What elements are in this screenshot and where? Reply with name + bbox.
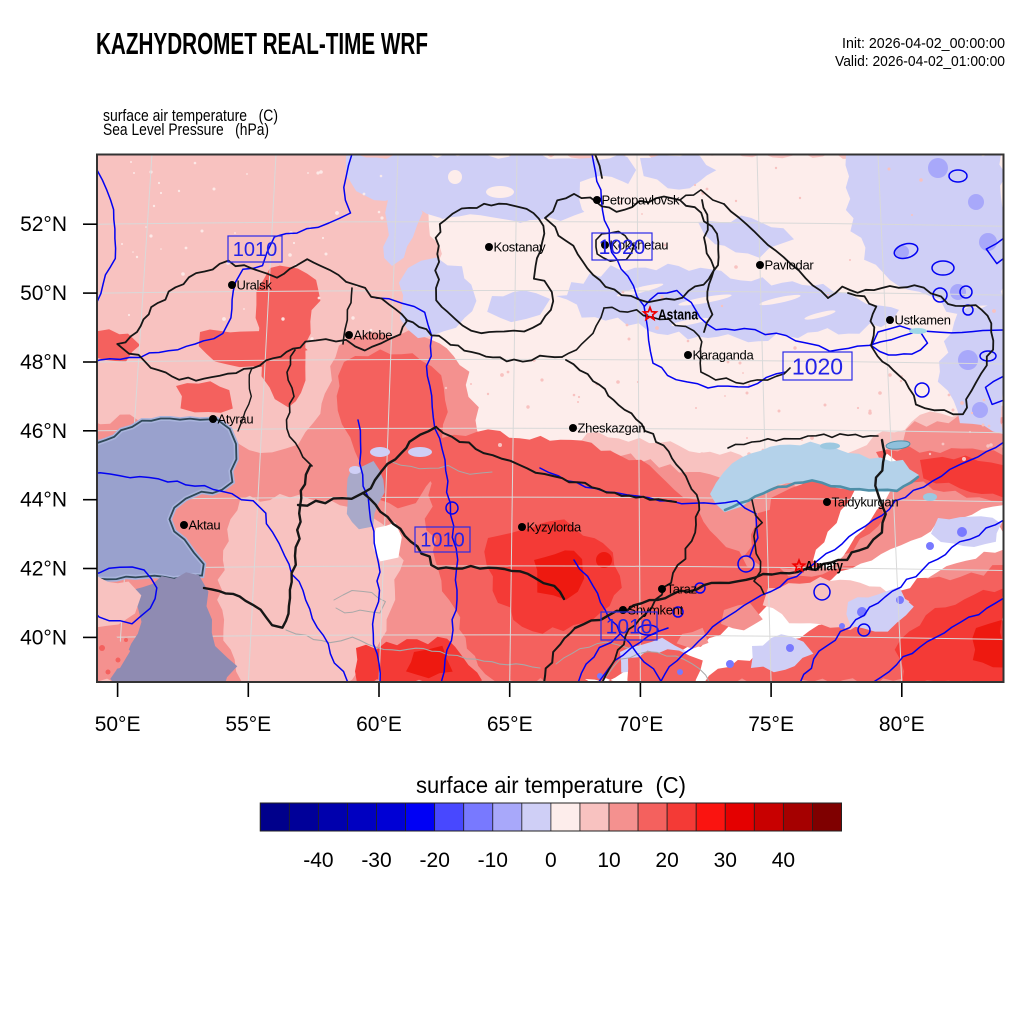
svg-text:-20: -20 bbox=[420, 849, 450, 872]
svg-text:Kyzylorda: Kyzylorda bbox=[527, 520, 582, 535]
svg-text:surface air temperature (C): surface air temperature (C) bbox=[416, 772, 686, 798]
svg-text:10: 10 bbox=[597, 849, 620, 872]
svg-text:50°E: 50°E bbox=[95, 713, 141, 736]
svg-text:Petropavlovsk: Petropavlovsk bbox=[602, 193, 681, 208]
svg-text:Shymkent: Shymkent bbox=[628, 603, 684, 618]
svg-text:30: 30 bbox=[714, 849, 737, 872]
svg-text:42°N: 42°N bbox=[20, 558, 67, 581]
svg-text:44°N: 44°N bbox=[20, 489, 67, 512]
svg-text:Zheskazgan: Zheskazgan bbox=[578, 421, 646, 436]
svg-text:1010: 1010 bbox=[606, 616, 653, 639]
svg-text:50°N: 50°N bbox=[20, 282, 67, 305]
svg-text:Kostanay: Kostanay bbox=[494, 240, 547, 255]
svg-text:46°N: 46°N bbox=[20, 420, 67, 443]
svg-text:Astana: Astana bbox=[658, 308, 699, 324]
svg-text:Init: 2026-04-02_00:00:00: Init: 2026-04-02_00:00:00 bbox=[842, 35, 1005, 52]
svg-text:0: 0 bbox=[545, 849, 557, 872]
svg-text:surface air temperature (C): surface air temperature (C) bbox=[103, 106, 278, 125]
svg-text:1010: 1010 bbox=[420, 530, 465, 552]
svg-text:Sea Level Pressure (hPa): Sea Level Pressure (hPa) bbox=[103, 120, 269, 139]
svg-text:Aktau: Aktau bbox=[189, 518, 221, 533]
svg-text:-30: -30 bbox=[361, 849, 391, 872]
svg-text:1020: 1020 bbox=[792, 353, 843, 379]
svg-text:55°E: 55°E bbox=[225, 713, 271, 736]
svg-text:60°E: 60°E bbox=[356, 713, 402, 736]
svg-text:Kokshetau: Kokshetau bbox=[610, 238, 669, 253]
svg-text:40°N: 40°N bbox=[20, 626, 67, 649]
svg-text:1010: 1010 bbox=[233, 239, 278, 261]
svg-text:Uralsk: Uralsk bbox=[237, 278, 273, 293]
svg-text:40: 40 bbox=[772, 849, 795, 872]
svg-text:Ustkamen: Ustkamen bbox=[895, 313, 951, 328]
svg-text:KAZHYDROMET REAL-TIME WRF: KAZHYDROMET REAL-TIME WRF bbox=[96, 26, 428, 61]
svg-text:48°N: 48°N bbox=[20, 351, 67, 374]
svg-text:Taldykurgan: Taldykurgan bbox=[832, 495, 899, 510]
svg-text:Karaganda: Karaganda bbox=[693, 348, 755, 363]
svg-text:52°N: 52°N bbox=[20, 213, 67, 236]
svg-text:Pavlodar: Pavlodar bbox=[765, 258, 815, 273]
svg-text:-40: -40 bbox=[303, 849, 333, 872]
svg-text:Aktobe: Aktobe bbox=[354, 328, 393, 343]
svg-text:Atyrau: Atyrau bbox=[218, 412, 254, 427]
svg-text:Taraz: Taraz bbox=[667, 582, 697, 597]
svg-text:80°E: 80°E bbox=[879, 713, 925, 736]
svg-text:Almaty: Almaty bbox=[805, 558, 843, 574]
svg-text:-10: -10 bbox=[478, 849, 508, 872]
svg-text:70°E: 70°E bbox=[618, 713, 664, 736]
svg-text:75°E: 75°E bbox=[748, 713, 794, 736]
svg-text:65°E: 65°E bbox=[487, 713, 533, 736]
svg-text:Valid: 2026-04-02_01:00:00: Valid: 2026-04-02_01:00:00 bbox=[835, 53, 1005, 70]
svg-text:1020: 1020 bbox=[599, 236, 646, 259]
svg-text:20: 20 bbox=[655, 849, 678, 872]
